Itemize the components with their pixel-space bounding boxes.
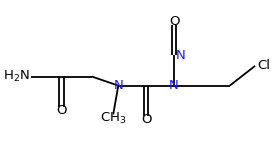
Text: N: N [169,79,179,92]
Text: O: O [56,104,67,117]
Text: O: O [141,113,152,126]
Text: O: O [169,15,179,28]
Text: N: N [176,49,186,62]
Text: N: N [113,79,123,92]
Text: Cl: Cl [257,59,270,72]
Text: CH$_3$: CH$_3$ [100,111,126,127]
Text: H$_2$N: H$_2$N [3,69,29,84]
